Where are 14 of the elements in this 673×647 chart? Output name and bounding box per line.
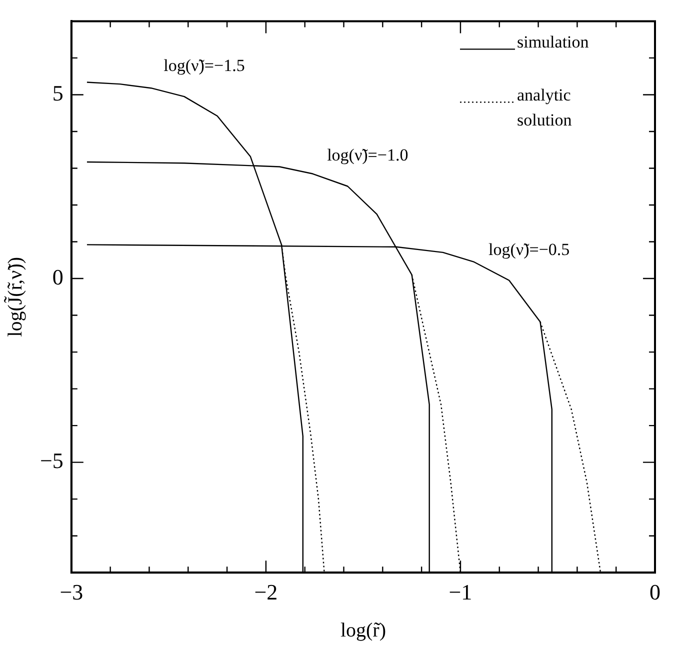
x-tick-label: −3 bbox=[60, 580, 84, 605]
y-axis-title: log(J̃(r̃,ν̃)) bbox=[3, 256, 26, 337]
annotation: log(ν̃)=−0.5 bbox=[488, 240, 570, 259]
x-tick-label: −2 bbox=[254, 580, 278, 605]
y-tick-label: −5 bbox=[40, 448, 64, 474]
legend-label: simulation bbox=[517, 32, 590, 52]
annotation: log(ν̃)=−1.5 bbox=[164, 56, 245, 76]
x-tick-label: 0 bbox=[650, 580, 660, 605]
y-tick-label: 0 bbox=[52, 264, 64, 290]
x-tick-label: −1 bbox=[448, 580, 472, 605]
x-axis-title: log(r̃) bbox=[340, 619, 386, 642]
legend-label: analytic solution bbox=[517, 86, 572, 130]
annotation: log(ν̃)=−1.0 bbox=[327, 146, 408, 165]
y-tick-label: 5 bbox=[52, 80, 64, 106]
